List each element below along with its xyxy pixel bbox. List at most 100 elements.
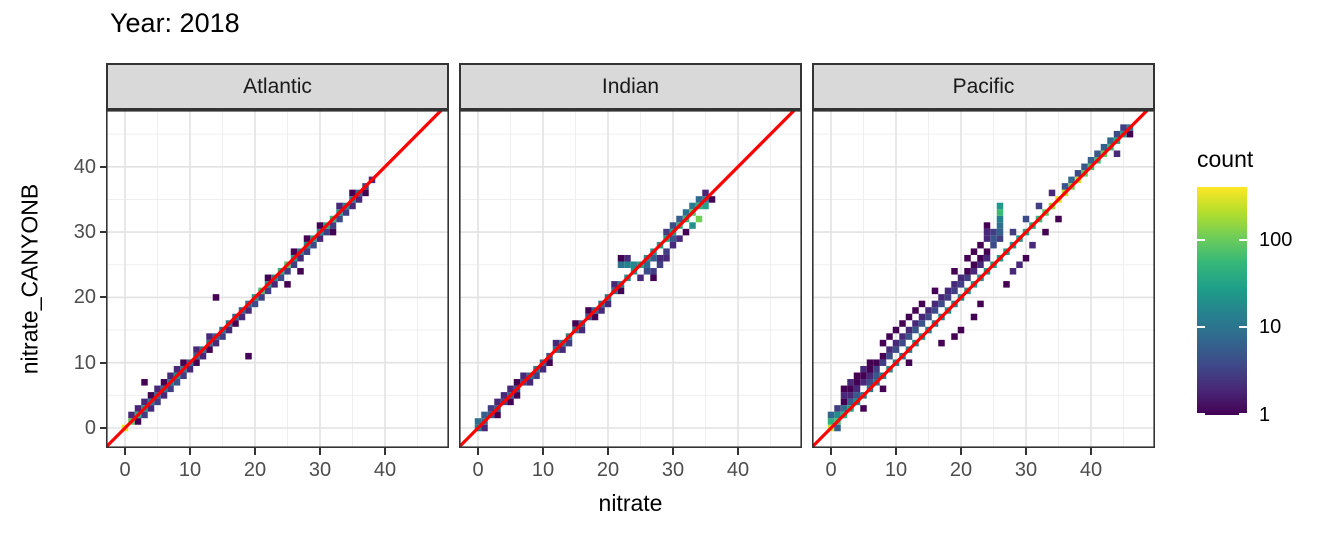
bin xyxy=(951,268,958,275)
bin xyxy=(840,405,848,412)
bin xyxy=(899,320,906,327)
bin xyxy=(853,392,861,399)
x-tick-mark xyxy=(384,448,386,455)
bin xyxy=(336,215,343,223)
bin xyxy=(663,228,670,236)
bin xyxy=(905,333,913,340)
legend-title: count xyxy=(1197,146,1254,172)
facet-strip-indian: Indian xyxy=(459,63,802,110)
bin xyxy=(957,274,965,282)
bin xyxy=(918,313,926,321)
bin xyxy=(284,268,291,275)
bin xyxy=(925,313,932,321)
bin xyxy=(925,307,932,314)
bin xyxy=(892,339,900,347)
facet-strip-atlantic: Atlantic xyxy=(106,63,449,110)
bin xyxy=(853,372,861,380)
plot-title: Year: 2018 xyxy=(110,8,240,38)
bin xyxy=(310,241,317,249)
bin xyxy=(669,235,677,242)
x-tick-mark xyxy=(477,448,479,455)
legend-colorbar xyxy=(1197,187,1247,415)
bin xyxy=(487,405,495,412)
x-tick-label: 10 xyxy=(178,459,202,481)
bin xyxy=(656,261,664,269)
bin xyxy=(349,189,356,197)
bin xyxy=(886,346,893,353)
bin xyxy=(1068,176,1075,184)
bin xyxy=(251,300,259,308)
x-tick-label: 40 xyxy=(726,459,750,481)
bin xyxy=(1009,268,1017,275)
bin xyxy=(552,339,560,347)
bin xyxy=(886,352,893,360)
x-tick-mark xyxy=(607,448,609,455)
bin xyxy=(617,287,625,295)
bin xyxy=(977,300,984,308)
bin xyxy=(134,405,142,412)
x-tick-mark xyxy=(672,448,674,455)
bin xyxy=(141,411,148,419)
bin xyxy=(591,313,599,321)
x-tick-label: 40 xyxy=(373,459,397,481)
x-tick-label: 10 xyxy=(884,459,908,481)
bin xyxy=(193,346,200,353)
bin xyxy=(689,222,696,229)
facet-strip-pacific: Pacific xyxy=(812,63,1155,110)
y-tick-mark xyxy=(100,361,106,364)
bin xyxy=(303,248,311,255)
bin xyxy=(847,398,854,406)
x-tick-label: 0 xyxy=(119,459,131,481)
bin xyxy=(1113,130,1121,138)
bin xyxy=(572,320,579,327)
x-tick-label: 0 xyxy=(472,459,484,481)
bin xyxy=(964,274,971,282)
bin xyxy=(500,392,508,399)
x-tick-mark xyxy=(542,448,544,455)
bin xyxy=(873,359,880,366)
bin xyxy=(944,287,952,295)
bin xyxy=(1113,150,1121,158)
bin xyxy=(598,307,605,314)
bin xyxy=(899,333,906,340)
legend-tick-mark xyxy=(1239,413,1247,415)
x-axis-title: nitrate xyxy=(598,490,663,516)
bin xyxy=(193,359,200,366)
bin xyxy=(983,222,991,229)
bin xyxy=(212,294,220,301)
bin xyxy=(944,294,952,301)
x-tick-mark xyxy=(124,448,126,455)
bin xyxy=(912,326,919,334)
x-tick-label: 10 xyxy=(531,459,555,481)
legend-tick-label: 1 xyxy=(1259,404,1271,426)
bin xyxy=(970,261,978,269)
bin xyxy=(336,202,343,210)
bin xyxy=(847,379,854,386)
bin xyxy=(918,320,926,327)
bin xyxy=(918,300,926,308)
bin xyxy=(912,307,919,314)
bin xyxy=(840,385,848,393)
bin xyxy=(559,346,566,353)
bin xyxy=(708,196,716,203)
bin xyxy=(533,372,540,380)
bin xyxy=(1029,241,1036,249)
bin xyxy=(847,392,854,399)
bin xyxy=(695,215,703,223)
y-tick-label: 40 xyxy=(73,155,96,178)
bin xyxy=(264,287,272,295)
legend-tick-mark xyxy=(1197,326,1205,329)
facet-strip-label: Indian xyxy=(601,74,660,98)
bin xyxy=(663,254,670,262)
bin xyxy=(912,320,919,327)
bin xyxy=(840,398,848,406)
legend-tick-mark xyxy=(1239,326,1247,329)
x-tick-mark xyxy=(960,448,962,455)
bin xyxy=(630,261,638,269)
y-tick-mark xyxy=(100,296,106,299)
bin xyxy=(847,385,854,393)
bin xyxy=(611,281,618,288)
bin xyxy=(141,379,148,386)
bin xyxy=(494,411,501,419)
bin xyxy=(199,352,207,360)
